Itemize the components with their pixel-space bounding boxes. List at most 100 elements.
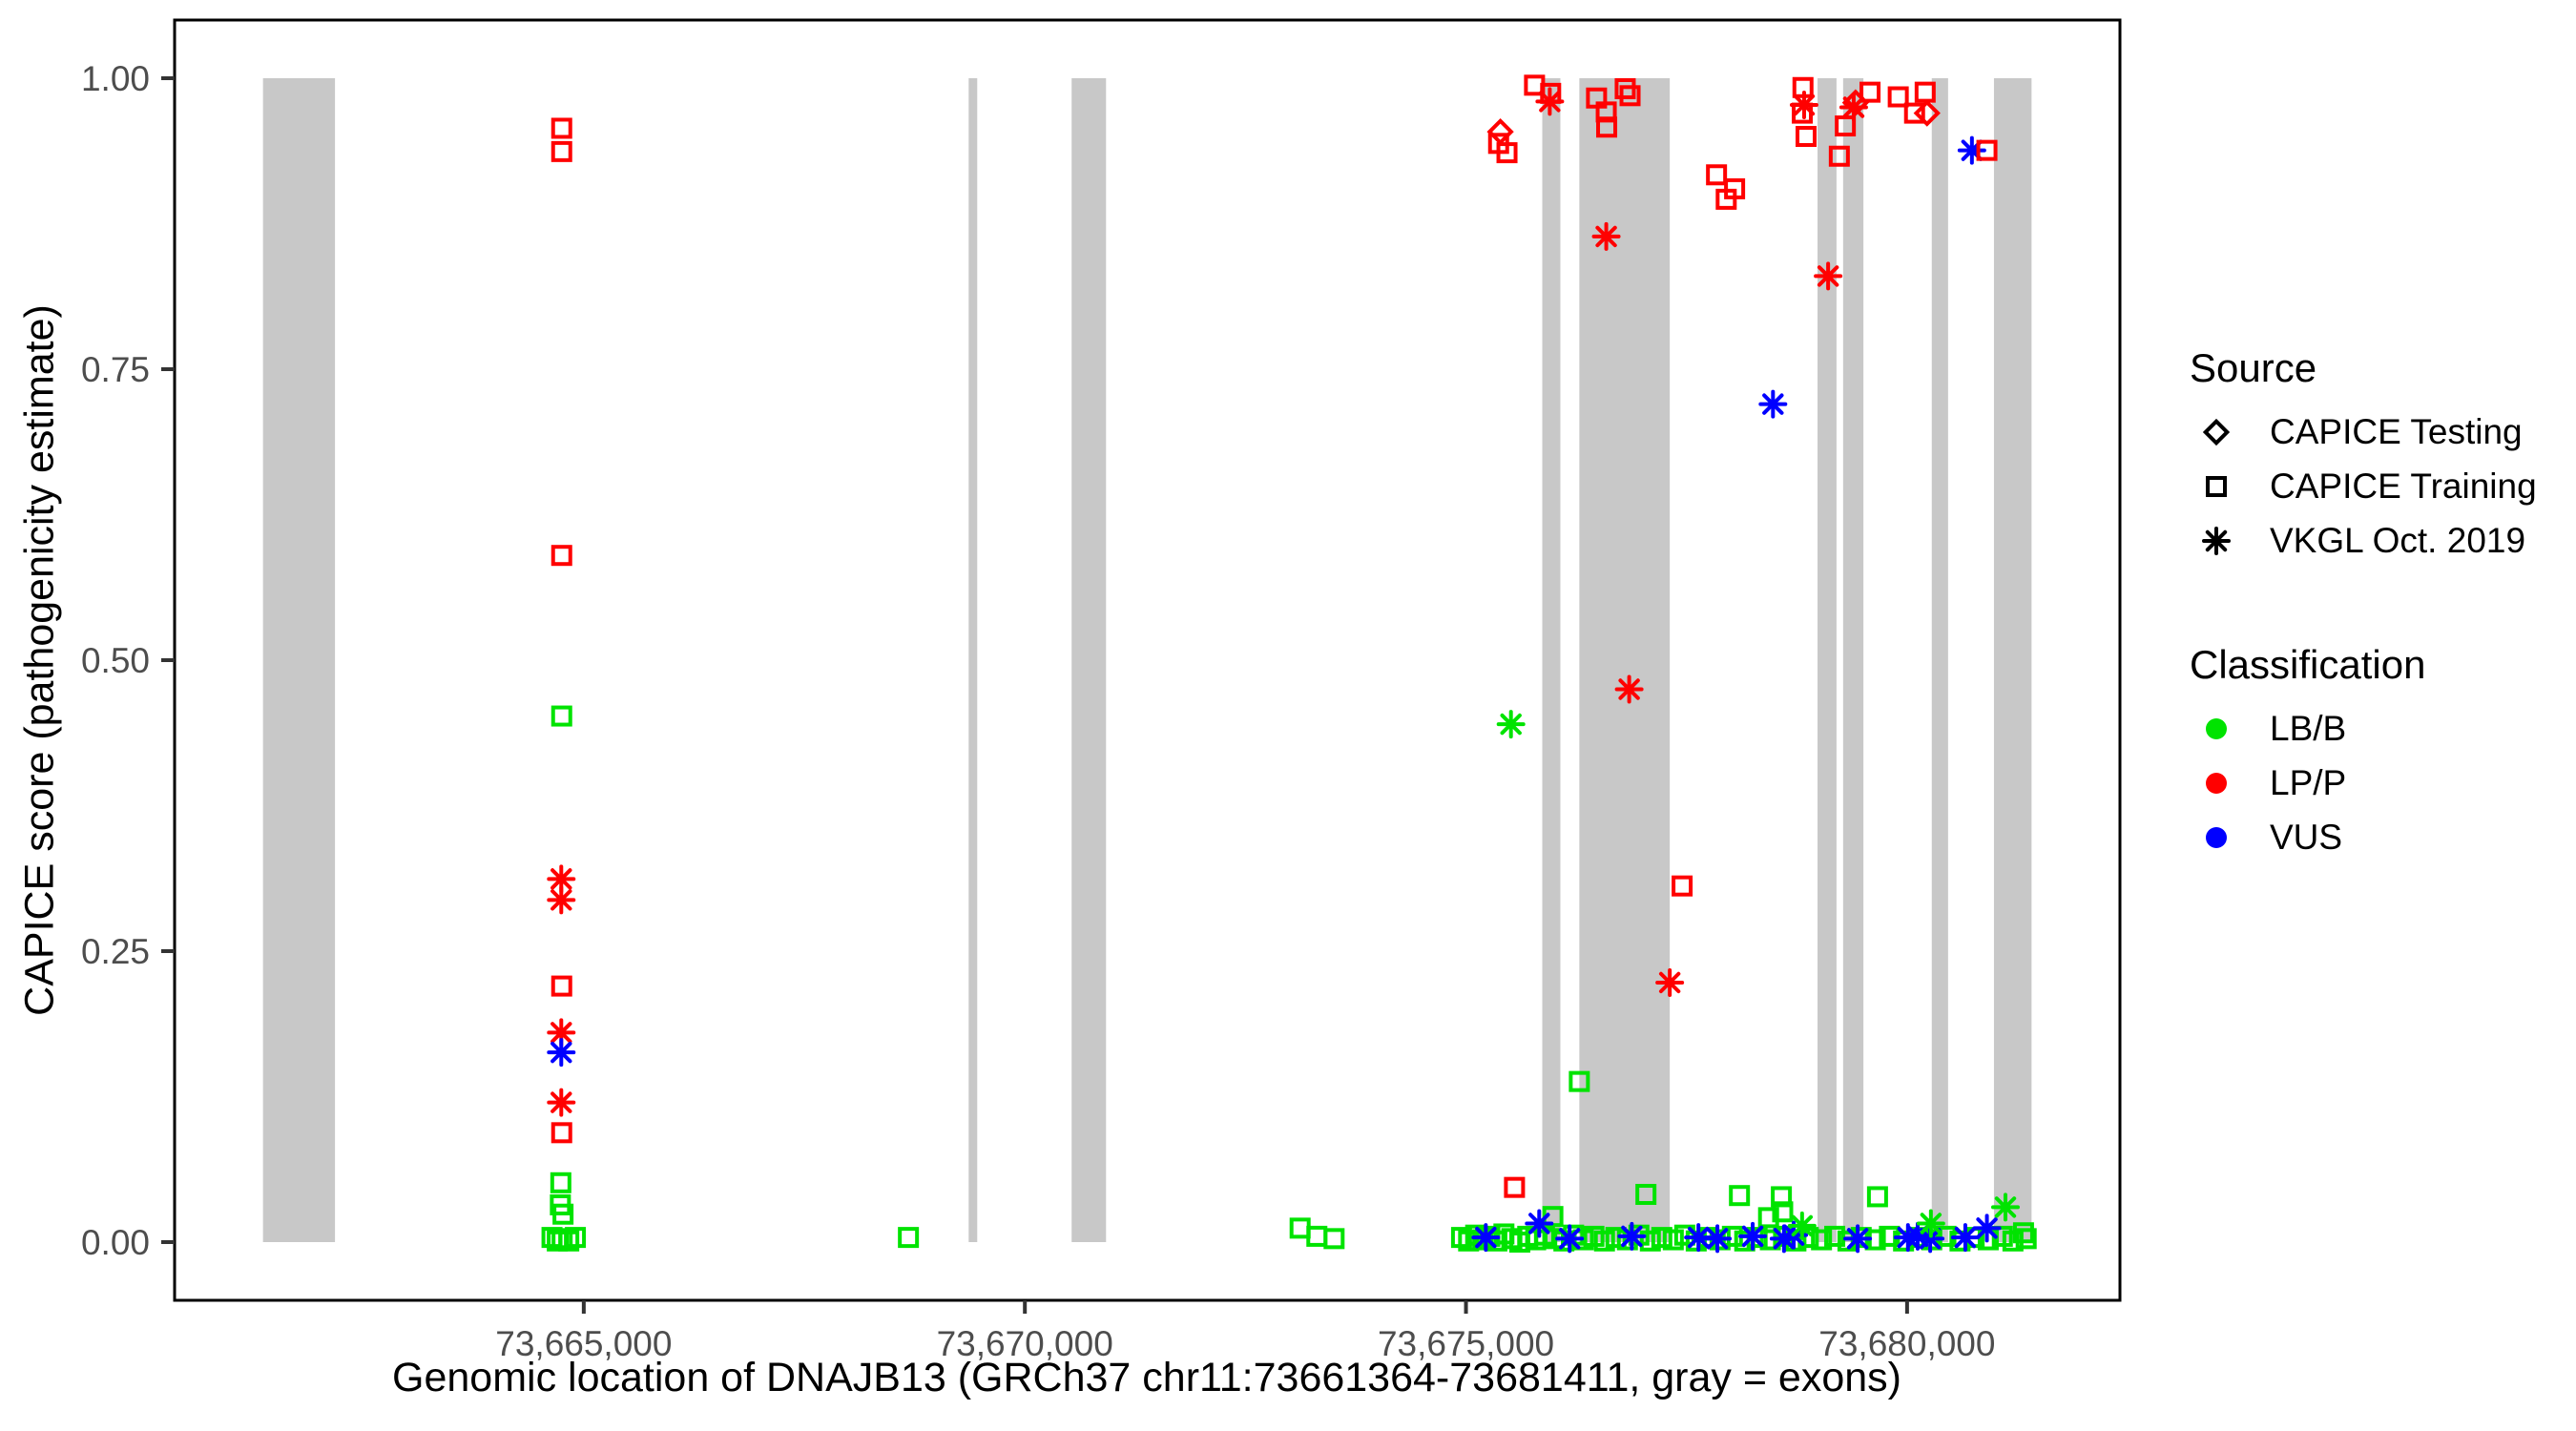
data-point [1758, 389, 1788, 419]
data-point [1769, 1224, 1798, 1254]
legend-source: Source CAPICE Testing CAPICE Training VKGL… [2190, 345, 2571, 568]
legend-item-capice-testing-icon-wrap [2190, 411, 2243, 453]
data-point [1914, 81, 1936, 103]
data-point [1828, 145, 1850, 167]
data-point [565, 1227, 587, 1249]
data-point [547, 1088, 576, 1117]
data-point [1814, 261, 1843, 291]
legend-item-capice-training-label: CAPICE Training [2270, 466, 2537, 506]
data-point [1916, 1224, 1945, 1254]
data-point [1496, 142, 1518, 164]
legend-item-capice-training-icon-wrap [2190, 466, 2243, 508]
legend-source-items: CAPICE Testing CAPICE Training VKGL Oct. 2… [2190, 404, 2571, 568]
data-point [547, 1018, 576, 1047]
data-point [1729, 1185, 1751, 1207]
data-point [1771, 1186, 1793, 1208]
data-point [1976, 139, 1998, 161]
data-point [547, 864, 576, 894]
exon-band [1542, 78, 1561, 1242]
data-point [1306, 1225, 1328, 1247]
legend-item-vkgl-oct-2019-icon-wrap [2190, 520, 2243, 562]
exon-band [1993, 78, 2032, 1242]
legend-item-capice-training: CAPICE Training [2190, 459, 2571, 513]
color-dot-icon [2206, 772, 2227, 794]
x-axis-title: Genomic location of DNAJB13 (GRCh37 chr1… [392, 1355, 1901, 1400]
legend-item-vkgl-oct-2019-label: VKGL Oct. 2019 [2270, 520, 2526, 560]
exon-band [1842, 78, 1864, 1242]
data-point [1757, 1207, 1779, 1229]
legend-classification-title: Classification [2190, 642, 2426, 687]
data-point [1635, 1183, 1657, 1205]
data-point [547, 1038, 576, 1068]
data-point [1617, 1221, 1647, 1251]
data-point [1655, 967, 1685, 997]
legend: Source CAPICE Testing CAPICE Training VKGL… [2190, 345, 2571, 864]
legend-item-lb-b-label: LB/B [2270, 708, 2347, 748]
color-dot-icon [2206, 717, 2227, 739]
data-point [1706, 164, 1728, 186]
data-point [1568, 1070, 1590, 1092]
data-point [1859, 81, 1881, 103]
y-axis-title: CAPICE score (pathogenicity estimate) [16, 304, 63, 1016]
data-point [1866, 1186, 1888, 1208]
exon-band [1071, 78, 1107, 1242]
y-tick-label: 0.50 [81, 641, 150, 680]
data-point [1583, 1225, 1605, 1247]
data-point [1916, 1209, 1945, 1238]
legend-item-capice-testing-label: CAPICE Testing [2270, 411, 2523, 451]
data-point [1614, 674, 1644, 704]
data-point [1684, 1223, 1714, 1253]
data-point [1471, 1223, 1501, 1253]
data-point [1787, 1211, 1817, 1240]
y-tick-label: 1.00 [81, 59, 150, 98]
data-point [1619, 85, 1641, 107]
data-point [1887, 86, 1909, 108]
legend-classification: Classification LB/B LP/P VUS [2190, 642, 2571, 864]
data-point [1535, 87, 1565, 116]
data-point [551, 140, 572, 162]
legend-source-title: Source [2190, 345, 2317, 390]
data-point [1796, 126, 1818, 147]
data-point [551, 705, 572, 727]
exon-band [1818, 78, 1837, 1242]
legend-item-lb-b-icon-wrap [2190, 708, 2243, 750]
y-tick-label: 0.00 [81, 1223, 150, 1262]
data-point [1797, 1227, 1819, 1249]
data-point [1591, 221, 1621, 251]
data-point [1972, 1213, 2002, 1243]
exon-band [262, 78, 336, 1242]
legend-item-lb-b: LB/B [2190, 701, 2571, 756]
data-point [1685, 1230, 1707, 1252]
data-point [1651, 1227, 1672, 1249]
data-point [1496, 710, 1526, 739]
data-point [1843, 1224, 1873, 1254]
color-dot [2206, 772, 2227, 794]
legend-item-vus: VUS [2190, 810, 2571, 864]
data-point [1504, 1176, 1526, 1198]
data-point [1525, 1209, 1554, 1238]
data-point [1673, 1224, 1695, 1246]
data-point [1672, 875, 1693, 897]
color-dot [2206, 826, 2227, 848]
data-point [551, 1122, 572, 1144]
x-tick-label: 73,675,000 [1378, 1324, 1554, 1363]
data-point [1555, 1224, 1585, 1254]
data-point [1323, 1228, 1345, 1250]
x-tick-label: 73,680,000 [1818, 1324, 1995, 1363]
data-point [1639, 1230, 1661, 1252]
data-point [1913, 99, 1941, 127]
x-tick-label: 73,670,000 [937, 1324, 1113, 1363]
data-point [547, 885, 576, 915]
data-point [1824, 1225, 1846, 1247]
data-point [898, 1227, 920, 1249]
data-point [551, 545, 572, 567]
data-point [2202, 526, 2231, 555]
data-point [1792, 102, 1814, 124]
exon-band [1579, 78, 1671, 1242]
legend-item-capice-testing: CAPICE Testing [2190, 404, 2571, 459]
data-point [2012, 1222, 2034, 1244]
data-point [1596, 116, 1618, 138]
legend-item-vus-label: VUS [2270, 817, 2343, 857]
